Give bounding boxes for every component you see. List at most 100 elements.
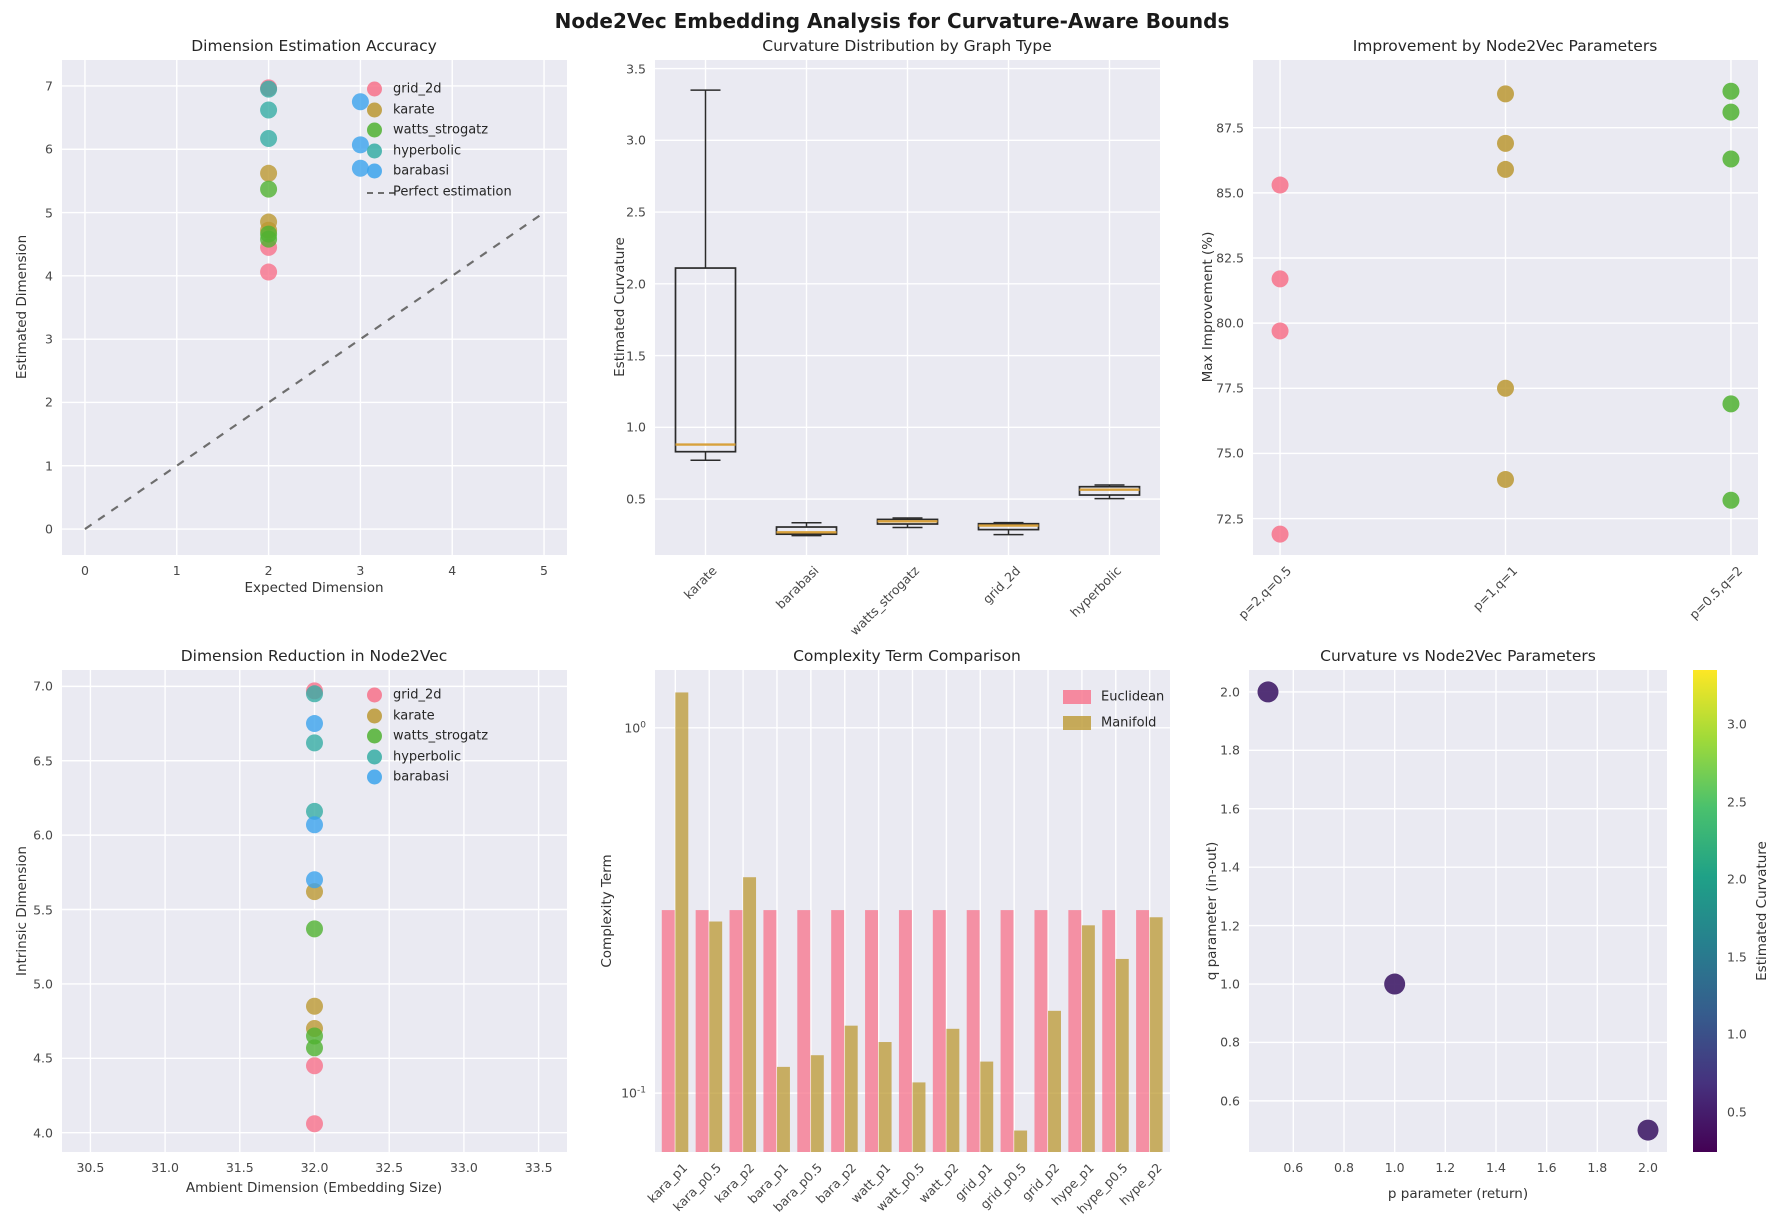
- legend-label: Manifold: [1101, 715, 1157, 731]
- y-tick-label: 2: [45, 394, 53, 410]
- bar-Manifold-kara_p1: [675, 692, 689, 1152]
- series-hyperbolic: [306, 685, 323, 820]
- y-tick-label: 6.5: [33, 753, 53, 769]
- point-p=2,q=0.5: [1271, 176, 1289, 194]
- point-p=0.5,q=2: [1722, 82, 1740, 100]
- point-p=2,q=0.5: [1271, 525, 1289, 543]
- bar-Manifold-watt_p2: [946, 1028, 960, 1152]
- y-tick-label: 0.5: [626, 491, 646, 507]
- color-dot-swatch: [367, 81, 382, 97]
- color-patch-swatch: [1063, 716, 1091, 730]
- x-tick-label: 1.2: [1435, 1160, 1456, 1175]
- bar-Manifold-bara_p2: [844, 1025, 858, 1152]
- subplot-title-curvature-distribution: Curvature Distribution by Graph Type: [762, 37, 1052, 55]
- legend-label: Euclidean: [1101, 689, 1165, 705]
- legend-label: barabasi: [393, 769, 450, 785]
- subplot-title-dimension-reduction: Dimension Reduction in Node2Vec: [180, 647, 448, 665]
- curvature-vs-params-plot: [1249, 670, 1667, 1152]
- y-tick-label: 5.0: [33, 976, 53, 992]
- color-dot-swatch: [367, 708, 382, 723]
- series-p=2,q=0.5: [1271, 176, 1289, 543]
- y-tick-label: 2.0: [1220, 684, 1240, 700]
- bar-Manifold-grid_p2: [1048, 1010, 1061, 1152]
- y-tick-label: 4.5: [33, 1050, 53, 1066]
- subplot-title-complexity: Complexity Term Comparison: [793, 647, 1021, 665]
- data-point: [1637, 1119, 1659, 1141]
- y-tick-label: 87.5: [1216, 120, 1244, 136]
- x-tick-label: 1.4: [1486, 1160, 1506, 1175]
- dim-estimation-accuracy-canvas: [62, 60, 567, 555]
- series-watts_strogatz: [260, 180, 278, 248]
- bar-Manifold-kara_p2: [743, 877, 757, 1152]
- y-tick-label: 1.0: [1220, 976, 1240, 992]
- legend-label: grid_2d: [393, 81, 442, 97]
- y-tick-label: 1: [45, 458, 53, 474]
- x-tick-label: 31.5: [225, 1160, 254, 1175]
- colorbar-gradient: [1693, 670, 1717, 1152]
- series-p=0.5,q=2: [1722, 82, 1740, 509]
- bar-Euclidean-kara_p0.5: [695, 910, 709, 1152]
- curvature-vs-params-canvas: [1249, 670, 1667, 1152]
- y-tick-label: 4.0: [33, 1125, 53, 1141]
- series-barabasi: [306, 715, 323, 889]
- bar-Manifold-hype_p2: [1149, 917, 1163, 1152]
- x-tick-label: 0.6: [1283, 1160, 1304, 1175]
- data-point: [1384, 973, 1406, 995]
- bar-Euclidean-kara_p1: [661, 910, 675, 1152]
- dimension-reduction-canvas: [62, 670, 567, 1152]
- y-tick-label: 5: [45, 205, 53, 221]
- colorbar-tick-label: 1.5: [1727, 949, 1747, 965]
- point-watts_strogatz: [260, 180, 278, 198]
- color-dot-swatch: [367, 687, 382, 703]
- y-tick-label: 85.0: [1216, 185, 1244, 201]
- point-grid_2d: [260, 263, 278, 281]
- color-dot-swatch: [367, 163, 382, 179]
- point-p=0.5,q=2: [1722, 103, 1740, 121]
- y-tick-label: 3: [45, 331, 53, 347]
- point-hyperbolic: [260, 80, 278, 98]
- y-tick-label: 7.0: [33, 678, 53, 694]
- bar-Euclidean-bara_p1: [763, 910, 777, 1152]
- point-hyperbolic: [306, 734, 323, 752]
- bar-Manifold-grid_p1: [980, 1061, 994, 1152]
- x-tick-label: 33.0: [449, 1160, 478, 1175]
- bar-Euclidean-grid_p1: [966, 910, 980, 1152]
- series-p=1,q=1: [1497, 85, 1514, 488]
- y-tick-label: 10-1: [621, 1085, 646, 1101]
- y-tick-label: 1.5: [626, 348, 646, 364]
- box-karate: [674, 89, 737, 462]
- colorbar-tick-label: 2.5: [1727, 794, 1747, 810]
- y-tick-label: 3.5: [626, 61, 646, 77]
- y-tick-label: 77.5: [1216, 380, 1244, 396]
- point-barabasi: [306, 715, 323, 733]
- y-tick-label: 82.5: [1216, 250, 1244, 266]
- bar-Manifold-watt_p1: [878, 1042, 892, 1152]
- color-dot-swatch: [367, 749, 382, 764]
- y-tick-label: 0.6: [1220, 1093, 1240, 1109]
- bars-Manifold: [675, 692, 1163, 1152]
- x-label-ambient-dimension: Ambient Dimension (Embedding Size): [185, 1180, 443, 1196]
- bar-Manifold-kara_p0.5: [709, 921, 723, 1152]
- box-barabasi: [775, 521, 838, 537]
- x-label-expected-dimension: Expected Dimension: [244, 580, 384, 596]
- point-watts_strogatz: [306, 920, 323, 938]
- legend-label: watts_strogatz: [393, 728, 489, 744]
- bar-Manifold-hype_p0.5: [1115, 958, 1129, 1152]
- y-tick-label: 3.0: [626, 132, 646, 148]
- y-tick-label: 80.0: [1216, 315, 1244, 331]
- x-tick-label: 3: [356, 563, 365, 578]
- point-p=2,q=0.5: [1271, 322, 1289, 340]
- dimension-reduction-plot: [62, 670, 567, 1152]
- y-tick-label: 5.5: [33, 902, 53, 917]
- complexity-comparison-canvas: [655, 670, 1170, 1152]
- y-tick-label: 4: [45, 268, 53, 284]
- bar-Euclidean-hype_p1: [1068, 910, 1082, 1152]
- point-barabasi: [351, 93, 369, 111]
- colorbar-label: Estimated Curvature: [1754, 841, 1770, 981]
- point-barabasi: [306, 871, 323, 889]
- y-tick-label: 1.8: [1220, 742, 1240, 758]
- x-label-p-parameter: p parameter (return): [1387, 1186, 1529, 1202]
- bar-Manifold-bara_p0.5: [810, 1055, 824, 1152]
- y-tick-label: 1.2: [1220, 918, 1240, 934]
- point-p=1,q=1: [1497, 134, 1514, 152]
